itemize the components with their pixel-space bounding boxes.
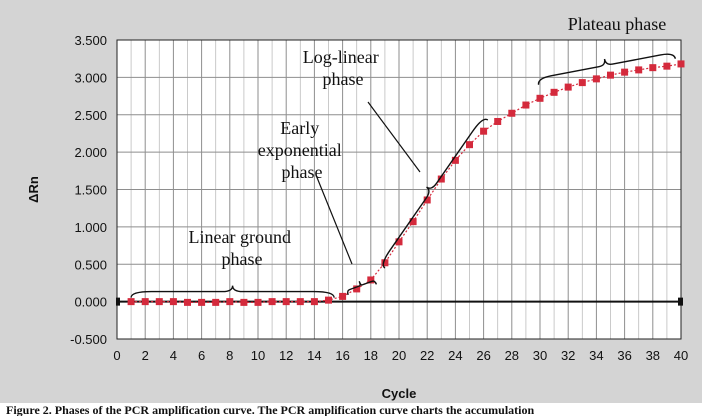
x-tick-label: 14	[307, 348, 321, 363]
data-point	[198, 298, 206, 306]
data-point	[480, 127, 488, 135]
data-point	[325, 296, 332, 304]
annotation-linear-ground-phase: Linear ground phase	[189, 227, 296, 269]
baseline-start-marker	[116, 297, 120, 306]
x-tick-label: 10	[251, 348, 265, 363]
data-point	[310, 298, 318, 306]
series-line	[131, 63, 682, 303]
y-tick-label: 1.500	[74, 183, 107, 198]
data-point	[451, 156, 459, 164]
figure-caption: Figure 2. Phases of the PCR amplificatio…	[6, 403, 534, 416]
y-tick-label: -0.500	[70, 332, 107, 347]
x-tick-label: 26	[476, 348, 490, 363]
data-point	[578, 79, 586, 87]
phase-brackets	[130, 53, 677, 298]
x-tick-label: 28	[505, 348, 519, 363]
data-point	[564, 83, 572, 91]
x-tick-label: 20	[392, 348, 406, 363]
major-gridlines	[117, 40, 681, 339]
x-tick-label: 32	[561, 348, 575, 363]
data-point	[226, 298, 234, 306]
x-tick-label: 6	[198, 348, 205, 363]
plot-frame	[116, 39, 682, 340]
data-point	[254, 298, 262, 306]
baseline-end-marker	[678, 297, 683, 306]
bracket-log-linear	[382, 118, 489, 269]
data-point	[282, 298, 290, 306]
data-point	[268, 298, 276, 306]
y-tick-label: 0.500	[74, 257, 107, 272]
data-point	[409, 218, 417, 226]
axes	[116, 39, 683, 340]
y-tick-labels: -0.500 0.000 0.500 1.000 1.500 2.000 2.500 3.00…	[70, 33, 107, 347]
data-point	[508, 109, 516, 117]
annotation-log-linear-phase: Log-linear phase	[303, 47, 383, 89]
data-point	[536, 94, 544, 102]
data-point	[466, 141, 473, 149]
data-point	[677, 60, 685, 68]
y-tick-label: 0.000	[74, 295, 107, 310]
leader-log-linear	[367, 101, 421, 173]
data-point	[184, 298, 191, 306]
data-point	[367, 276, 375, 284]
x-tick-label: 30	[533, 348, 547, 363]
y-tick-label: 1.000	[74, 220, 107, 235]
y-tick-label: 2.500	[74, 108, 107, 123]
bracket-plateau	[537, 53, 677, 85]
x-tick-label: 16	[335, 348, 349, 363]
data-point	[240, 298, 248, 306]
x-tick-label: 22	[420, 348, 434, 363]
x-tick-label: 12	[279, 348, 293, 363]
series-layer	[127, 60, 685, 306]
x-tick-label: 18	[364, 348, 378, 363]
data-point	[169, 298, 177, 306]
y-tick-label: 2.000	[74, 145, 107, 160]
data-point	[592, 75, 600, 83]
data-point	[437, 175, 445, 183]
data-point	[522, 101, 530, 109]
data-point	[621, 68, 629, 76]
data-point	[649, 64, 657, 72]
x-tick-label: 40	[674, 348, 688, 363]
x-tick-label: 2	[142, 348, 149, 363]
data-point	[353, 285, 361, 293]
data-point	[155, 298, 163, 306]
annotation-early-exponential-phase: Early exponential phase	[258, 118, 346, 182]
x-tick-label: 4	[170, 348, 177, 363]
x-tick-label: 8	[226, 348, 233, 363]
data-point	[127, 298, 135, 306]
x-tick-label: 34	[589, 348, 603, 363]
data-point	[381, 259, 389, 267]
data-point	[635, 66, 643, 74]
y-tick-label: 3.000	[74, 70, 107, 85]
data-point	[607, 71, 614, 79]
data-point	[339, 292, 347, 300]
x-tick-label: 0	[113, 348, 120, 363]
data-point	[550, 88, 558, 96]
bracket-linear-ground	[130, 285, 335, 298]
data-point	[212, 298, 220, 306]
data-point	[423, 196, 431, 204]
data-point	[395, 238, 403, 246]
annotation-plateau-phase: Plateau phase	[568, 14, 666, 34]
data-point	[494, 117, 502, 125]
caption-background	[0, 403, 702, 416]
x-tick-label: 38	[646, 348, 660, 363]
x-tick-labels: 0 2 4 6 8 10 12 14 16 18 20 22 24 26 28 30 32 34 36 38 40	[113, 348, 688, 363]
y-axis-title: ΔRn	[26, 176, 41, 203]
x-tick-label: 36	[617, 348, 631, 363]
bracket-early-exponential	[346, 280, 378, 296]
x-axis-title: Cycle	[382, 386, 417, 401]
data-point	[663, 62, 671, 70]
data-point	[141, 298, 149, 306]
data-point	[296, 298, 304, 306]
x-tick-label: 24	[448, 348, 462, 363]
leader-early-exponential	[315, 174, 353, 265]
y-tick-label: 3.500	[74, 33, 107, 48]
